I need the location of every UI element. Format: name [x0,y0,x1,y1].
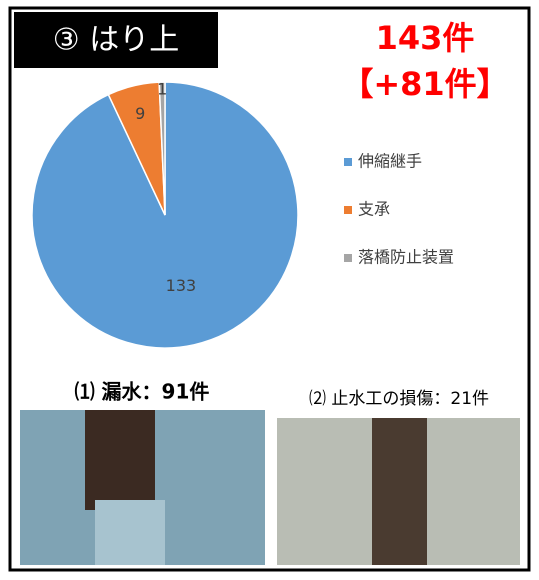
legend-label: 落橋防止装置 [358,248,454,267]
increase-count: 【+81件】 [341,65,508,103]
badge-text: ③ はり上 [53,23,179,58]
photo-detail [85,410,155,510]
pie-slice [158,81,166,216]
legend-label: 伸縮継手 [358,152,422,171]
legend-label: 支承 [358,200,390,219]
photo-caption: ⑵ 止水工の損傷：21件 [309,389,489,409]
badge-box [14,12,218,68]
legend-marker [344,254,352,262]
total-count: 143件 [376,19,475,57]
photo-detail [372,418,427,565]
legend-marker [344,158,352,166]
photo-detail [95,500,165,565]
pie: 133 91 [31,80,299,349]
data-label: 9 [135,104,145,123]
legend-marker [344,206,352,214]
data-label: 1 [157,80,167,99]
data-label: 133 [166,276,197,295]
photo-caption: ⑴ 漏水：91件 [75,380,210,404]
